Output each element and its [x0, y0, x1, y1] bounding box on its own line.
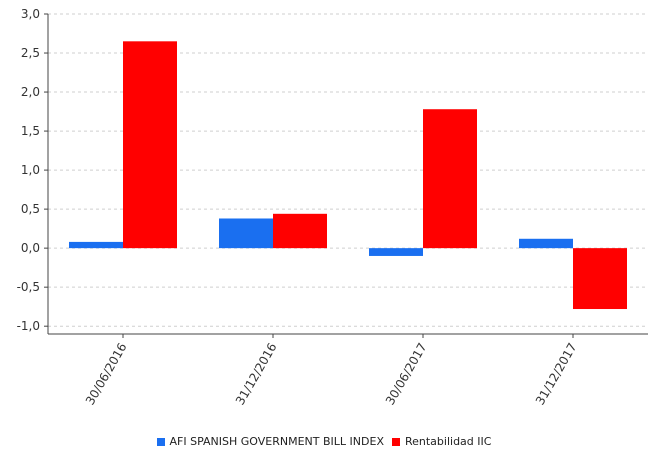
x-tick-label: 31/12/2017 [533, 341, 580, 408]
y-tick-label: 2,0 [21, 85, 40, 99]
legend-item-afi: AFI SPANISH GOVERNMENT BILL INDEX [156, 435, 384, 448]
y-tick-label: 1,5 [21, 124, 40, 138]
y-tick-label: 2,5 [21, 46, 40, 60]
y-tick-label: 0,5 [21, 202, 40, 216]
bar-rentabilidad [273, 213, 327, 249]
bar-afi [69, 241, 123, 249]
x-axis-ticks: 30/06/2016 31/12/2016 30/06/2017 31/12/2017 [83, 334, 580, 407]
bar-rentabilidad [573, 248, 627, 310]
legend: AFI SPANISH GOVERNMENT BILL INDEX Rentab… [0, 435, 648, 448]
bars [69, 41, 627, 310]
legend-swatch-rentabilidad [391, 437, 400, 446]
bar-afi [519, 238, 573, 249]
bar-rentabilidad [423, 109, 477, 249]
legend-item-rentabilidad: Rentabilidad IIC [391, 435, 492, 448]
y-tick-label: 3,0 [21, 7, 40, 21]
y-tick-label: -0,5 [17, 280, 40, 294]
y-tick-label: -1,0 [17, 319, 40, 333]
y-tick-label: 0,0 [21, 241, 40, 255]
legend-swatch-afi [156, 437, 165, 446]
x-tick-label: 30/06/2017 [383, 341, 430, 408]
bar-afi [369, 248, 423, 256]
legend-label-rentabilidad: Rentabilidad IIC [404, 435, 492, 448]
x-tick-label: 30/06/2016 [83, 341, 130, 408]
bar-afi [219, 218, 273, 249]
y-tick-label: 1,0 [21, 163, 40, 177]
legend-label-afi: AFI SPANISH GOVERNMENT BILL INDEX [169, 435, 384, 448]
x-tick-label: 31/12/2016 [233, 341, 280, 408]
bar-rentabilidad [123, 41, 177, 249]
y-axis-ticks: 3,0 2,5 2,0 1,5 1,0 0,5 0,0 -0,5 -1,0 [17, 7, 48, 333]
